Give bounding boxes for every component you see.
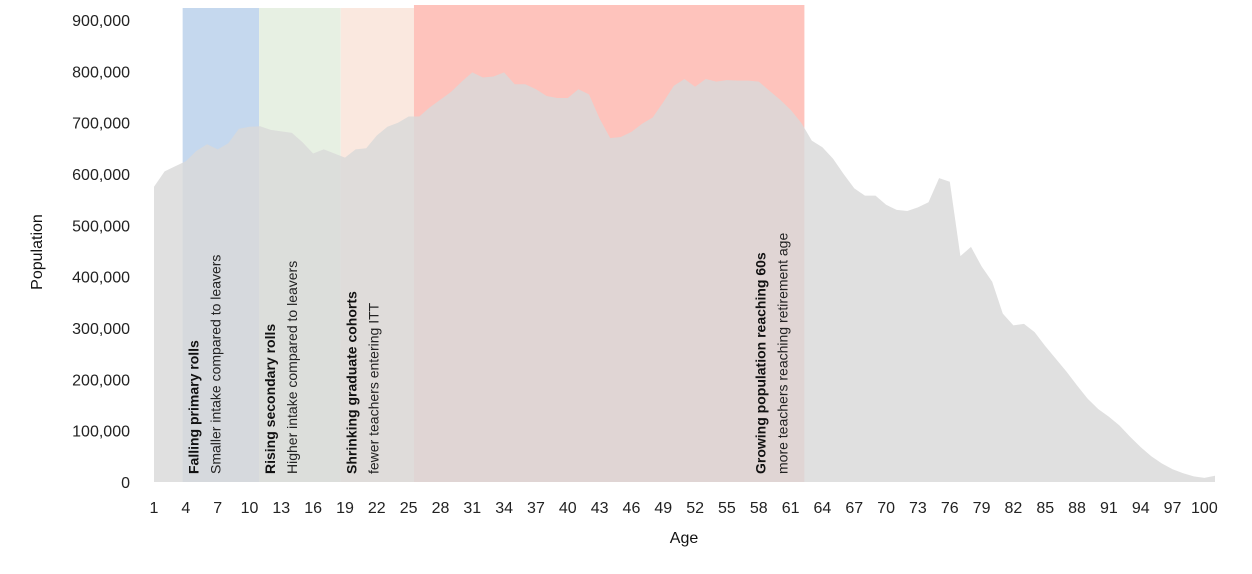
x-axis: 1 4 7 10 13 16 19 22 25 28 31 34 37 40 43 46 49 52 55 58 61 6… [150, 500, 1218, 517]
y-tick-label: 400,000 [72, 270, 130, 287]
x-tick-label: 31 [463, 500, 481, 517]
x-tick-label: 61 [782, 500, 800, 517]
y-axis: 0 100,000 200,000 300,000 400,000 500,000 600,… [72, 13, 130, 492]
x-tick-label: 22 [368, 500, 386, 517]
x-tick-label: 88 [1068, 500, 1086, 517]
band-2-title: Rising secondary rolls [262, 324, 278, 474]
y-tick-label: 800,000 [72, 64, 130, 81]
y-tick-label: 700,000 [72, 116, 130, 133]
y-tick-label: 100,000 [72, 424, 130, 441]
band-labels: Falling primary rolls Smaller intake comp… [186, 233, 791, 474]
band-1-subtitle: Smaller intake compared to leavers [208, 255, 224, 474]
x-tick-label: 94 [1132, 500, 1150, 517]
x-tick-label: 43 [591, 500, 609, 517]
y-tick-label: 200,000 [72, 372, 130, 389]
x-tick-label: 13 [272, 500, 290, 517]
x-tick-label: 85 [1036, 500, 1054, 517]
x-tick-label: 37 [527, 500, 545, 517]
population-area [154, 72, 1215, 483]
x-tick-label: 4 [181, 500, 190, 517]
y-axis-title: Population [29, 214, 46, 290]
x-tick-label: 100 [1191, 500, 1218, 517]
x-tick-label: 25 [400, 500, 418, 517]
x-axis-title: Age [670, 530, 699, 547]
x-tick-label: 49 [654, 500, 672, 517]
band-4-title: Growing population reaching 60s [752, 252, 768, 474]
x-tick-label: 34 [495, 500, 513, 517]
x-tick-label: 16 [304, 500, 322, 517]
x-tick-label: 40 [559, 500, 577, 517]
x-tick-label: 76 [941, 500, 959, 517]
x-tick-label: 7 [213, 500, 222, 517]
x-tick-label: 1 [150, 500, 159, 517]
x-tick-label: 46 [623, 500, 641, 517]
x-tick-label: 55 [718, 500, 736, 517]
x-tick-label: 82 [1005, 500, 1023, 517]
band-4-subtitle: more teachers reaching retirement age [774, 233, 790, 474]
band-3-title: Shrinking graduate cohorts [344, 291, 360, 474]
x-tick-label: 58 [750, 500, 768, 517]
x-tick-label: 52 [686, 500, 704, 517]
x-tick-label: 67 [845, 500, 863, 517]
x-tick-label: 19 [336, 500, 354, 517]
y-tick-label: 500,000 [72, 218, 130, 235]
x-tick-label: 97 [1164, 500, 1182, 517]
band-3-subtitle: fewer teachers entering ITT [366, 302, 382, 474]
y-tick-label: 0 [121, 475, 130, 492]
x-tick-label: 64 [814, 500, 832, 517]
y-tick-label: 600,000 [72, 167, 130, 184]
band-1-title: Falling primary rolls [186, 340, 202, 474]
x-tick-label: 73 [909, 500, 927, 517]
area-series-1 [154, 72, 1215, 483]
y-tick-label: 900,000 [72, 13, 130, 30]
x-tick-label: 70 [877, 500, 895, 517]
band-2-subtitle: Higher intake compared to leavers [284, 261, 300, 474]
x-tick-label: 10 [241, 500, 259, 517]
x-tick-label: 79 [973, 500, 991, 517]
x-tick-label: 28 [432, 500, 450, 517]
y-tick-label: 300,000 [72, 321, 130, 338]
x-tick-label: 91 [1100, 500, 1118, 517]
